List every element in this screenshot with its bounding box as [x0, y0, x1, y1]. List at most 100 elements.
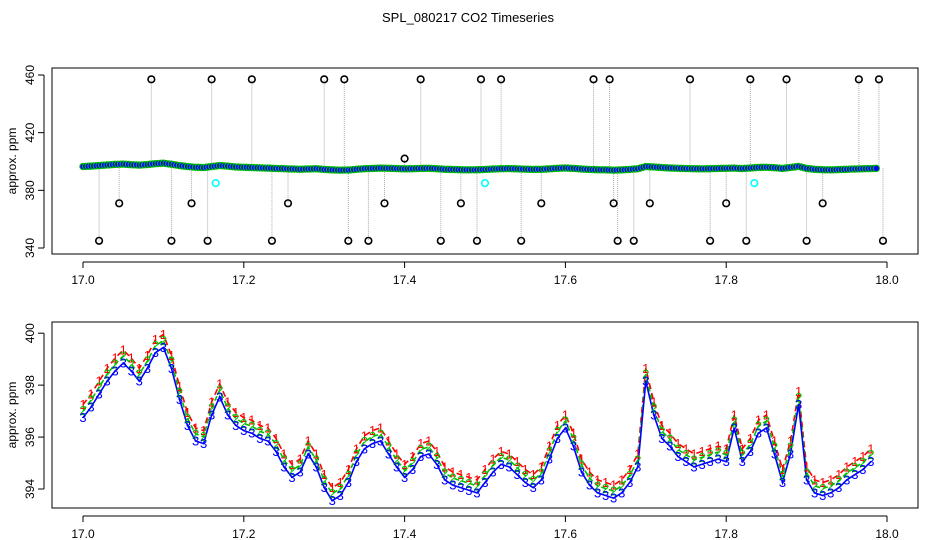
bottom-marker-2: 2 [731, 413, 738, 428]
bottom-marker-1: 1 [353, 441, 360, 456]
bottom-marker-1: 1 [288, 457, 295, 472]
bottom-marker-2: 2 [433, 450, 440, 465]
bottom-series-line-2 [82, 339, 872, 495]
bottom-marker-3: 3 [690, 459, 697, 474]
bottom-marker-3: 3 [160, 340, 167, 355]
bottom-marker-2: 2 [272, 437, 279, 452]
bottom-marker-2: 2 [546, 445, 553, 460]
bottom-marker-1: 1 [457, 467, 464, 482]
bottom-marker-3: 3 [554, 431, 561, 446]
bottom-marker-1: 1 [867, 441, 874, 456]
bottom-marker-2: 2 [280, 452, 287, 467]
bottom-marker-2: 2 [562, 413, 569, 428]
bottom-marker-2: 2 [843, 465, 850, 480]
bottom-marker-2: 2 [723, 447, 730, 462]
panel-bottom-series-lines [82, 333, 872, 502]
bottom-marker-2: 2 [296, 458, 303, 473]
bottom-series-line-1 [82, 333, 872, 489]
bottom-marker-3: 3 [843, 472, 850, 487]
bottom-marker-1: 1 [859, 449, 866, 464]
bottom-marker-1: 1 [666, 426, 673, 441]
bottom-marker-2: 2 [707, 447, 714, 462]
bottom-marker-3: 3 [618, 485, 625, 500]
bottom-marker-2: 2 [819, 481, 826, 496]
bottom-marker-1: 1 [779, 462, 786, 477]
bottom-marker-2: 2 [136, 367, 143, 382]
bottom-marker-2: 2 [457, 473, 464, 488]
bottom-marker-2: 2 [538, 465, 545, 480]
bottom-marker-1: 1 [192, 420, 199, 435]
bottom-marker-2: 2 [506, 452, 513, 467]
bottom-marker-2: 2 [787, 439, 794, 454]
top-outlier-point [476, 75, 486, 84]
bottom-y-tick-label: 400 [23, 323, 37, 343]
bottom-marker-3: 3 [562, 420, 569, 435]
bottom-marker-1: 1 [224, 395, 231, 410]
top-outlier-point [742, 236, 751, 245]
bottom-marker-3: 3 [594, 485, 601, 500]
bottom-marker-3: 3 [763, 420, 770, 435]
panel-top-axes: 17.0 17.2 17.4 17.6 17.8 18.0 340 380 420 460 [23, 65, 899, 287]
bottom-marker-3: 3 [280, 459, 287, 474]
top-x-tick-label: 17.0 [71, 273, 95, 287]
bottom-marker-2: 2 [168, 354, 175, 369]
panel-bottom-ylabel: approx. ppm [5, 382, 19, 449]
bottom-marker-2: 2 [369, 429, 376, 444]
bottom-marker-3: 3 [481, 475, 488, 490]
bottom-marker-3: 3 [224, 408, 231, 423]
bottom-marker-2: 2 [514, 460, 521, 475]
bottom-marker-2: 2 [401, 463, 408, 478]
bottom-marker-3: 3 [674, 449, 681, 464]
bottom-marker-2: 2 [851, 460, 858, 475]
bottom-marker-3: 3 [321, 480, 328, 495]
bottom-marker-3: 3 [771, 446, 778, 461]
bottom-marker-1: 1 [731, 408, 738, 423]
top-outlier-point [589, 75, 598, 84]
bottom-marker-2: 2 [264, 426, 271, 441]
top-outlier-point [115, 199, 124, 208]
bottom-marker-2: 2 [811, 478, 818, 493]
bottom-marker-3: 3 [120, 356, 127, 371]
bottom-marker-2: 2 [79, 403, 86, 418]
bottom-marker-3: 3 [650, 408, 657, 423]
bottom-marker-2: 2 [530, 473, 537, 488]
bottom-x-tick-label: 17.2 [232, 527, 256, 540]
bottom-marker-2: 2 [200, 429, 207, 444]
bottom-marker-1: 1 [393, 446, 400, 461]
bottom-marker-3: 3 [256, 431, 263, 446]
bottom-marker-3: 3 [658, 431, 665, 446]
bottom-marker-2: 2 [586, 471, 593, 486]
bottom-marker-3: 3 [610, 491, 617, 506]
top-outlier-point [94, 236, 104, 245]
bottom-marker-1: 1 [843, 459, 850, 474]
bottom-marker-3: 3 [425, 446, 432, 461]
bottom-marker-2: 2 [634, 452, 641, 467]
top-outlier-point [878, 236, 888, 245]
bottom-marker-3: 3 [409, 462, 416, 477]
bottom-marker-1: 1 [200, 423, 207, 438]
bottom-marker-2: 2 [337, 481, 344, 496]
bottom-marker-1: 1 [441, 459, 448, 474]
bottom-marker-1: 1 [835, 467, 842, 482]
bottom-marker-3: 3 [859, 462, 866, 477]
bottom-marker-3: 3 [707, 454, 714, 469]
top-outlier-point [472, 236, 482, 245]
panel-bottom-filtered-co2: approx. ppm 17.0 17.2 17.4 17.6 17.8 18.0 394 3… [5, 321, 919, 540]
top-outlier-point [782, 75, 791, 84]
bottom-marker-3: 3 [232, 418, 239, 433]
bottom-marker-3: 3 [401, 470, 408, 485]
bottom-marker-3: 3 [305, 446, 312, 461]
bottom-marker-3: 3 [393, 459, 400, 474]
top-outlier-point [344, 236, 353, 245]
bottom-marker-3: 3 [353, 454, 360, 469]
bottom-marker-2: 2 [216, 382, 223, 397]
top-x-tick-label: 17.2 [232, 273, 256, 287]
bottom-marker-2: 2 [441, 465, 448, 480]
bottom-marker-2: 2 [618, 478, 625, 493]
bottom-marker-3: 3 [634, 459, 641, 474]
bottom-marker-1: 1 [610, 478, 617, 493]
bottom-marker-3: 3 [779, 475, 786, 490]
top-outlier-point [613, 236, 622, 245]
